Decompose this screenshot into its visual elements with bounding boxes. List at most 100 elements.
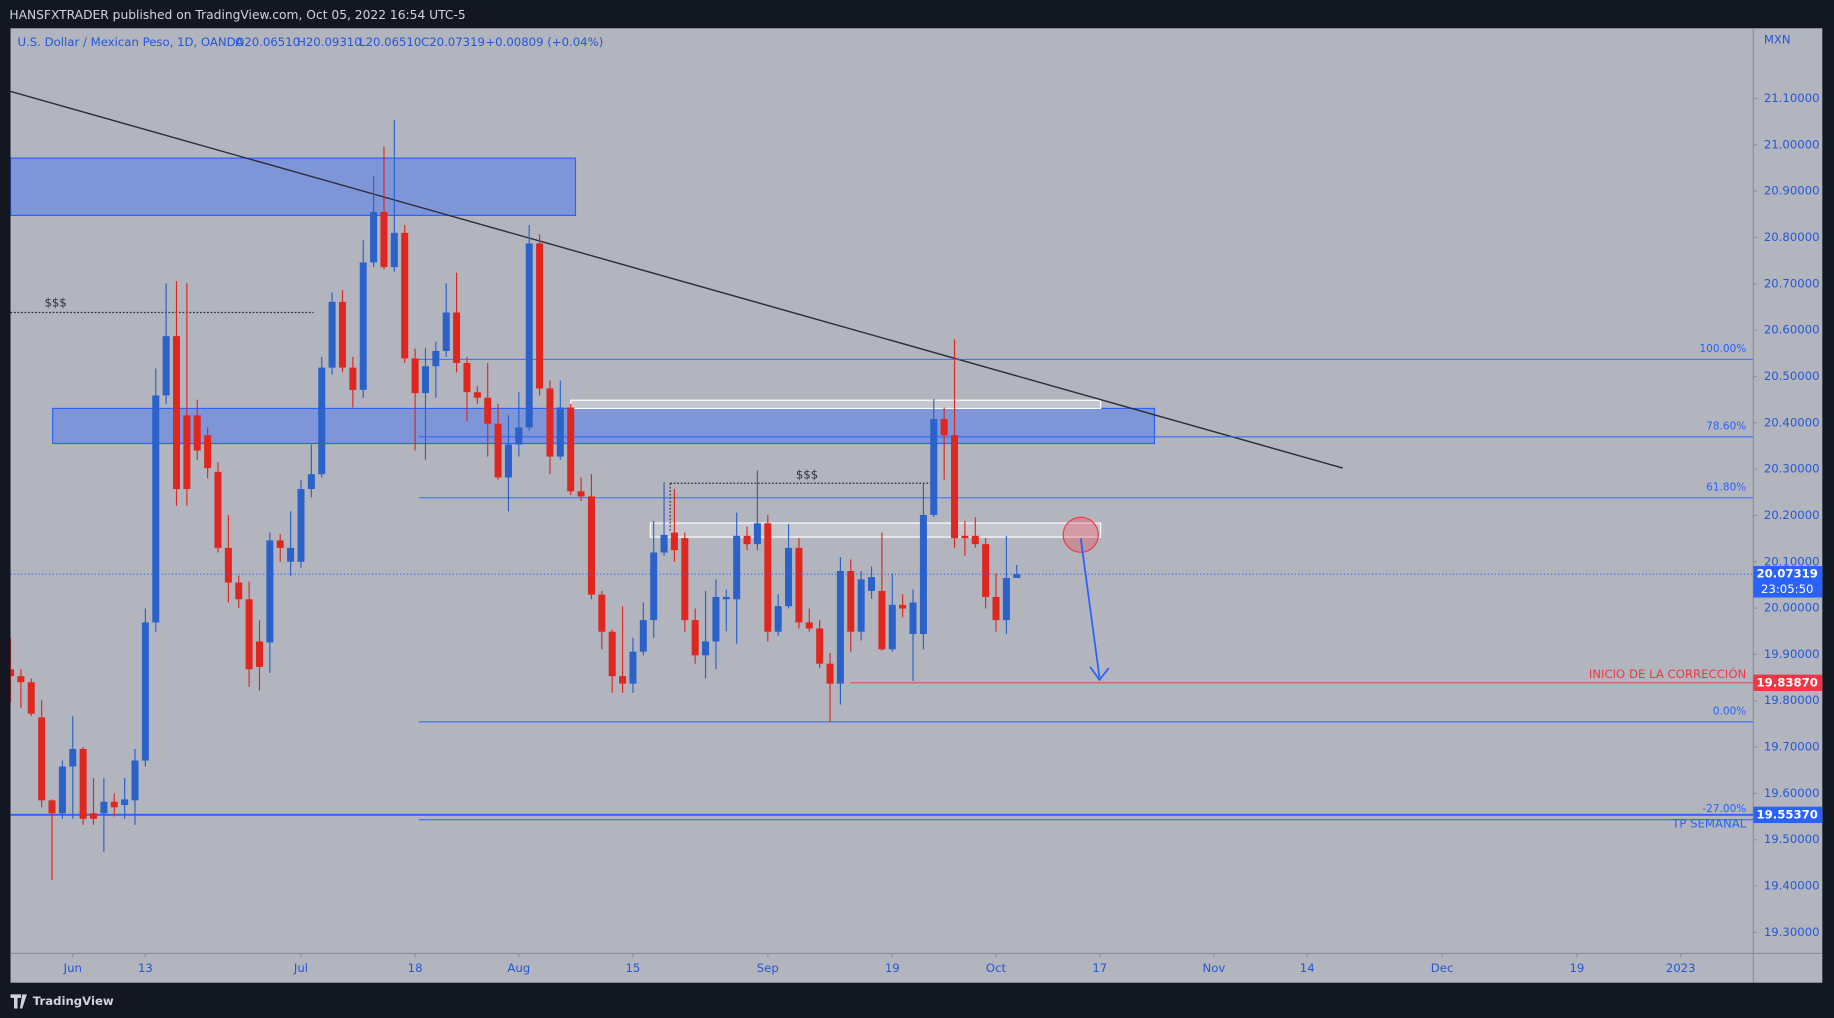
candle-body — [380, 211, 388, 268]
candle-body — [629, 651, 637, 684]
candle-body — [504, 444, 512, 478]
y-tick-label: 20.10000 — [1764, 554, 1820, 568]
plot-layer — [10, 119, 1754, 881]
candle-body — [297, 489, 305, 562]
y-tick-label: 21.00000 — [1764, 137, 1820, 151]
legend: U.S. Dollar / Mexican Peso, 1D, OANDA O2… — [18, 35, 604, 49]
y-tick-label: 20.00000 — [1764, 601, 1820, 615]
candle-body — [442, 312, 450, 351]
brand: TradingView — [33, 994, 114, 1008]
arrow-head — [1089, 666, 1110, 682]
candle-body — [567, 407, 575, 492]
candle-body — [484, 397, 492, 424]
white-zone — [649, 522, 1102, 538]
candle-body — [224, 547, 232, 583]
candle-body — [733, 535, 741, 600]
candle-body — [349, 367, 357, 390]
legend-low: L20.06510 — [359, 35, 421, 49]
candle-body — [27, 682, 35, 714]
candle-body — [38, 717, 46, 801]
candle-body — [878, 590, 886, 650]
drawings — [10, 90, 1343, 538]
candle-body — [432, 350, 440, 367]
candle-body — [587, 496, 595, 595]
candle-body — [805, 622, 813, 629]
supply-zone — [10, 157, 577, 217]
y-tick-label: 20.40000 — [1764, 415, 1820, 429]
y-tick-label: 20.20000 — [1764, 508, 1820, 522]
candle-body — [183, 415, 191, 490]
price-level-name: TP SEMANAL — [1671, 817, 1747, 831]
currency: MXN — [1764, 32, 1791, 46]
x-tick-label: Oct — [986, 961, 1007, 975]
candle-body — [276, 540, 284, 548]
x-tick-label: 14 — [1300, 961, 1315, 975]
candle-body — [774, 606, 782, 632]
legend-open: O20.06510 — [235, 35, 300, 49]
plot-background — [10, 28, 1823, 983]
price-level-label: 19.83870 — [1757, 675, 1818, 689]
x-tick-label: Sep — [757, 961, 779, 975]
candle-body — [245, 599, 253, 670]
legend-change: +0.00809 (+0.04%) — [485, 35, 603, 49]
candle-body — [235, 582, 243, 600]
x-tick-label: Dec — [1431, 961, 1454, 975]
y-tick-label: 19.60000 — [1764, 786, 1820, 800]
y-tick-label: 20.70000 — [1764, 276, 1820, 290]
x-tick-label: 18 — [408, 961, 423, 975]
arrow — [1079, 538, 1101, 678]
candle-body — [421, 366, 429, 394]
candle-body — [90, 813, 98, 819]
candle-body — [909, 602, 917, 635]
candle-body — [650, 552, 658, 621]
x-tick-label: Nov — [1202, 961, 1225, 975]
x-tick-label: 19 — [1570, 961, 1585, 975]
candle-body — [691, 620, 699, 656]
candle-body — [556, 407, 564, 457]
candle-body — [847, 571, 855, 632]
candle-body — [141, 622, 149, 761]
candle-body — [670, 532, 678, 551]
candle-body — [722, 596, 730, 600]
y-tick-label: 19.30000 — [1764, 925, 1820, 939]
legend-symbol: U.S. Dollar / Mexican Peso, 1D, OANDA — [18, 35, 244, 49]
candle-body — [110, 801, 118, 808]
y-tick-label: 20.80000 — [1764, 230, 1820, 244]
candle-body — [48, 800, 56, 814]
price-level-box — [1753, 674, 1823, 691]
candle-body — [494, 423, 502, 478]
candle-body — [546, 388, 554, 457]
candle-body — [971, 535, 979, 545]
candle-body — [868, 577, 876, 591]
target-circle — [1062, 516, 1099, 553]
candle-body — [826, 663, 834, 684]
candle-body — [930, 419, 938, 515]
candle-body — [69, 748, 77, 767]
candle-body — [795, 547, 803, 623]
candle-body — [961, 535, 969, 539]
candle-body — [287, 547, 295, 562]
candle-body — [131, 760, 139, 801]
x-tick-label: Aug — [507, 961, 530, 975]
candle-body — [307, 474, 315, 490]
annotation: $$$ — [796, 468, 818, 482]
countdown: 23:05:50 — [1761, 582, 1814, 596]
candle-body — [338, 301, 346, 368]
candle-body — [10, 669, 15, 677]
candle-body — [401, 232, 409, 359]
x-tick-label: 15 — [626, 961, 641, 975]
fib-label: 78.60% — [1706, 420, 1746, 432]
candle-body — [639, 620, 647, 652]
candle-body — [463, 363, 471, 393]
candle-body — [58, 766, 66, 814]
candle-body — [390, 232, 398, 268]
fib-label: 0.00% — [1713, 705, 1746, 717]
x-tick-label: 19 — [885, 961, 900, 975]
candle-body — [1013, 574, 1021, 578]
price-level-name: INICIO DE LA CORRECCIÓN — [1589, 666, 1746, 681]
x-tick-label: 13 — [138, 961, 153, 975]
candle-body — [899, 604, 907, 609]
candle-body — [598, 594, 606, 632]
x-tick-label: 17 — [1092, 961, 1107, 975]
white-zone — [570, 399, 1102, 409]
